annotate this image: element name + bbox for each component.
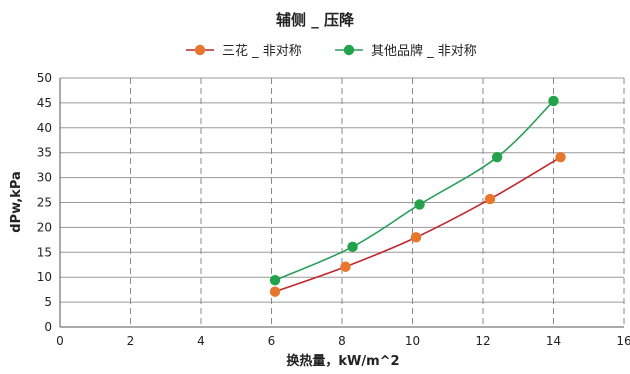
- data-point: [340, 261, 351, 272]
- y-tick-label: 45: [37, 96, 52, 110]
- y-tick-label: 5: [44, 295, 52, 309]
- legend-label: 三花 _ 非对称: [222, 43, 302, 59]
- data-point: [555, 151, 566, 163]
- data-point: [484, 193, 496, 205]
- y-tick-label: 50: [37, 71, 52, 85]
- chart-title: 辅侧 _ 压降: [276, 11, 355, 29]
- x-tick-label: 6: [268, 334, 276, 348]
- x-tick-label: 4: [197, 334, 205, 348]
- y-tick-label: 35: [37, 146, 52, 160]
- y-tick-label: 25: [37, 196, 52, 210]
- y-tick-label: 0: [44, 320, 52, 334]
- data-point: [491, 151, 503, 163]
- y-tick-label: 20: [37, 220, 52, 234]
- legend-item: 三花 _ 非对称: [186, 43, 302, 59]
- series-1: [269, 151, 566, 297]
- y-tick-label: 40: [37, 121, 52, 135]
- x-tick-label: 14: [546, 334, 561, 348]
- data-point: [414, 199, 425, 210]
- y-axis-label: dPw,kPa: [9, 171, 24, 233]
- y-tick-label: 15: [37, 245, 52, 259]
- data-point: [347, 241, 358, 253]
- x-tick-label: 0: [56, 334, 64, 348]
- x-tick-label: 12: [475, 334, 490, 348]
- legend-label: 其他品牌 _ 非对称: [371, 43, 477, 59]
- y-tick-label: 30: [37, 171, 52, 185]
- data-point: [548, 95, 559, 107]
- legend-marker: [194, 44, 206, 56]
- x-tick-label: 8: [338, 334, 346, 348]
- data-point: [410, 232, 422, 243]
- legend-marker: [343, 44, 355, 56]
- axes: 0 5 10 15 20 25 30 35 40 45 50 0 2 4 6 8 10 12 14 16: [37, 71, 630, 348]
- legend: 三花 _ 非对称 其他品牌 _ 非对称: [186, 43, 477, 59]
- x-tick-label: 2: [127, 334, 135, 348]
- x-tick-label: 10: [405, 334, 420, 348]
- y-tick-label: 10: [37, 270, 52, 284]
- series-2: [269, 95, 559, 286]
- series-group: [269, 95, 566, 297]
- data-point: [269, 274, 281, 286]
- data-point: [269, 286, 281, 297]
- x-axis-label: 换热量，kW/m^2: [286, 353, 399, 369]
- x-tick-label: 16: [616, 334, 630, 348]
- legend-item: 其他品牌 _ 非对称: [335, 43, 477, 59]
